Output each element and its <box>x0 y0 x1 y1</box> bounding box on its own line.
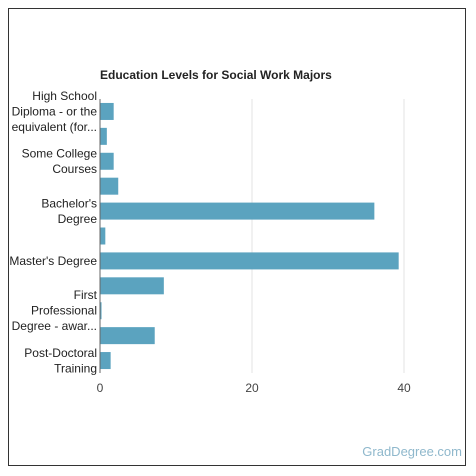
watermark: GradDegree.com <box>362 444 462 459</box>
bar <box>100 277 164 295</box>
bar <box>100 102 114 120</box>
bar <box>100 252 399 270</box>
category-label: First Professional Degree - awar... <box>12 288 98 333</box>
bar <box>100 127 107 145</box>
x-tick-label: 40 <box>397 381 411 395</box>
bar <box>100 302 102 320</box>
bar <box>100 227 106 245</box>
bar <box>100 177 119 195</box>
bar <box>100 327 155 345</box>
bar <box>100 202 375 220</box>
category-label: Post-Doctoral Training <box>24 346 97 376</box>
x-tick-label: 20 <box>245 381 259 395</box>
category-label: Master's Degree <box>9 254 97 268</box>
category-label: Some College Courses <box>22 147 98 177</box>
category-label: Bachelor's Degree <box>41 196 97 226</box>
chart-title: Education Levels for Social Work Majors <box>100 68 332 82</box>
bar <box>100 352 111 370</box>
chart-frame <box>8 8 466 466</box>
x-tick-label: 0 <box>97 381 104 395</box>
bar <box>100 152 114 170</box>
category-label: High School Diploma - or the equivalent (f… <box>12 89 98 134</box>
